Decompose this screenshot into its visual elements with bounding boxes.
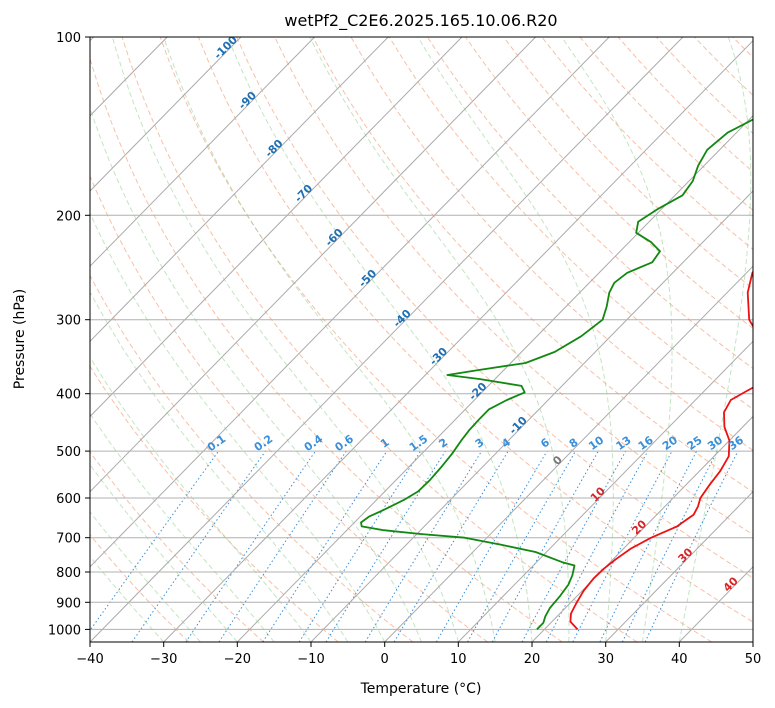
x-tick-label: 30 xyxy=(597,652,614,667)
isotherm xyxy=(90,37,684,642)
y-tick-label: 300 xyxy=(56,314,81,329)
moist-adiabat xyxy=(90,463,238,642)
mixing-ratio-line xyxy=(467,450,577,642)
x-tick-label: 10 xyxy=(450,652,467,667)
mixing-ratio-line xyxy=(599,450,698,642)
mixing-ratio-lines xyxy=(90,450,739,642)
isotherm xyxy=(90,37,463,418)
moist-adiabat xyxy=(90,412,275,642)
y-axis-label: Pressure (hPa) xyxy=(12,289,28,389)
y-tick-label: 500 xyxy=(56,445,81,460)
dry-adiabat xyxy=(197,37,753,623)
y-tick-label: 600 xyxy=(56,492,81,507)
dry-adiabat xyxy=(159,37,712,642)
dry-adiabat xyxy=(465,37,753,329)
x-axis-label: Temperature (°C) xyxy=(360,681,482,697)
y-tick-label: 700 xyxy=(56,532,81,547)
moist-adiabat xyxy=(90,555,165,642)
y-tick-label: 800 xyxy=(56,566,81,581)
isotherms xyxy=(90,37,753,642)
dry-adiabats xyxy=(90,37,753,642)
mixing-ratio-line xyxy=(90,450,220,632)
x-tick-label: 20 xyxy=(524,652,541,667)
dry-adiabat xyxy=(274,37,753,536)
moist-adiabat xyxy=(163,37,496,642)
isotherm xyxy=(457,340,753,642)
isotherm xyxy=(90,37,536,493)
plot-background xyxy=(90,37,753,642)
mixing-ratio-line xyxy=(521,450,627,642)
isotherm xyxy=(90,37,242,192)
y-tick-label: 200 xyxy=(56,209,81,224)
dry-adiabat xyxy=(503,37,753,290)
mixing-ratio-line xyxy=(185,450,316,642)
moist-adiabat xyxy=(90,291,349,642)
isotherm xyxy=(531,415,753,642)
mixing-ratio-line xyxy=(298,450,422,642)
plot-frame xyxy=(89,36,754,643)
mixing-ratio-line xyxy=(364,450,483,642)
x-axis: −40 −30 −20 −10 0 10 20 30 40 50 xyxy=(76,642,761,667)
moist-adiabat xyxy=(90,106,422,642)
moist-adiabats xyxy=(90,37,752,642)
isotherm xyxy=(163,39,753,642)
dry-adiabat xyxy=(90,56,563,642)
y-tick-label: 100 xyxy=(56,31,81,46)
isobars xyxy=(90,37,753,630)
moist-adiabat xyxy=(678,37,752,642)
isotherm xyxy=(236,115,753,642)
sounding-profiles xyxy=(360,118,753,631)
isotherm xyxy=(90,37,389,343)
isotherm xyxy=(310,190,753,642)
dry-adiabat xyxy=(121,37,638,642)
mixing-ratio-line xyxy=(545,450,649,642)
y-tick-label: 900 xyxy=(56,596,81,611)
dry-adiabat xyxy=(388,37,753,410)
moist-adiabat xyxy=(309,37,570,642)
dry-adiabat xyxy=(90,533,190,642)
y-tick-label: 400 xyxy=(56,388,81,403)
mixing-ratio-line xyxy=(131,450,266,642)
dewpoint-profile xyxy=(360,118,753,631)
dry-adiabat xyxy=(90,274,414,642)
dry-adiabat xyxy=(236,37,753,579)
x-tick-label: −20 xyxy=(224,652,251,667)
moist-adiabat xyxy=(90,356,312,642)
moist-adiabat xyxy=(417,37,614,642)
isotherm xyxy=(90,37,315,267)
moist-adiabat xyxy=(112,37,459,642)
mixing-ratio-line xyxy=(218,450,347,642)
x-tick-label: −10 xyxy=(297,652,324,667)
moist-adiabat xyxy=(227,37,533,642)
y-tick-label: 1000 xyxy=(48,623,81,638)
x-tick-label: 50 xyxy=(745,652,762,667)
moist-adiabat xyxy=(90,511,201,642)
dry-adiabat xyxy=(312,37,753,493)
x-tick-label: −30 xyxy=(150,652,177,667)
mixing-ratio-line xyxy=(621,450,718,642)
moist-adiabat xyxy=(90,211,386,642)
x-tick-label: 40 xyxy=(671,652,688,667)
y-axis: 100 200 300 400 500 600 700 800 900 1000 xyxy=(48,31,90,638)
mixing-ratio-line xyxy=(262,450,388,642)
x-tick-label: −40 xyxy=(76,652,103,667)
moist-adiabat xyxy=(561,37,673,642)
temperature-profile xyxy=(569,270,753,631)
x-tick-label: 0 xyxy=(381,652,389,667)
chart-title: wetPf2_C2E6.2025.165.10.06.R20 xyxy=(284,11,557,31)
isotherm xyxy=(90,37,610,568)
dry-adiabat xyxy=(90,365,339,642)
isotherm xyxy=(605,490,753,642)
